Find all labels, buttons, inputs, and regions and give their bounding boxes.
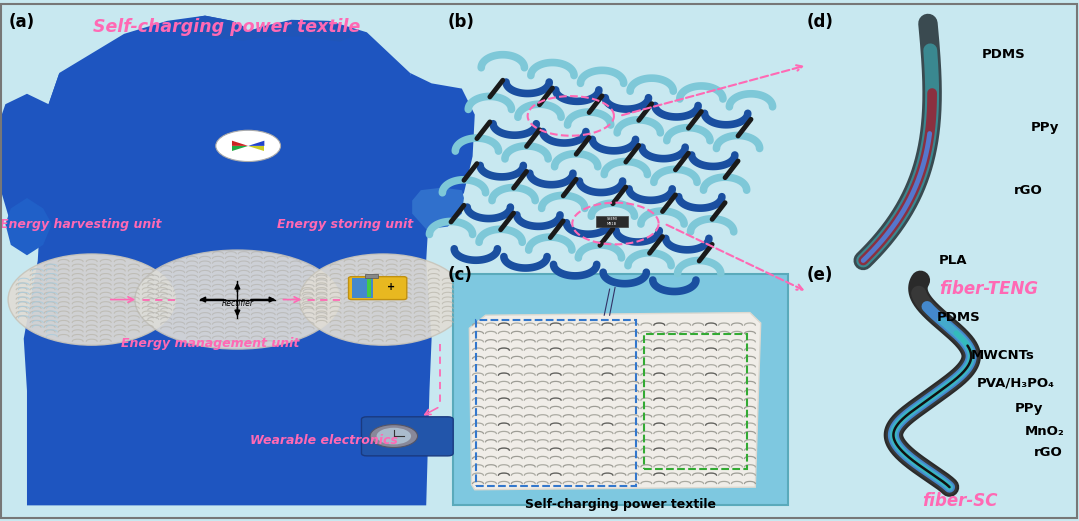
FancyBboxPatch shape bbox=[367, 279, 371, 297]
FancyBboxPatch shape bbox=[349, 277, 407, 300]
Text: PVA/H₃PO₄: PVA/H₃PO₄ bbox=[976, 377, 1054, 389]
Text: MnO₂: MnO₂ bbox=[1025, 425, 1065, 438]
Polygon shape bbox=[412, 188, 464, 229]
Text: Self-charging power textile: Self-charging power textile bbox=[93, 18, 360, 36]
Polygon shape bbox=[469, 313, 761, 490]
FancyBboxPatch shape bbox=[596, 216, 628, 227]
Text: PPy: PPy bbox=[1014, 403, 1042, 415]
Text: PDMS: PDMS bbox=[937, 312, 981, 324]
Bar bbox=[476, 320, 636, 486]
Polygon shape bbox=[232, 146, 248, 151]
Ellipse shape bbox=[299, 254, 466, 345]
Text: fiber-TENG: fiber-TENG bbox=[939, 280, 1038, 298]
Text: Wearable electronics: Wearable electronics bbox=[249, 434, 398, 446]
Ellipse shape bbox=[9, 254, 175, 345]
Polygon shape bbox=[167, 16, 361, 42]
FancyBboxPatch shape bbox=[365, 274, 378, 278]
Polygon shape bbox=[232, 141, 248, 146]
Text: +: + bbox=[386, 281, 395, 292]
Text: (e): (e) bbox=[807, 266, 833, 284]
Bar bbox=[644, 334, 747, 469]
Circle shape bbox=[377, 428, 411, 444]
Text: PDMS: PDMS bbox=[982, 48, 1026, 61]
Text: MWCNTs: MWCNTs bbox=[971, 349, 1035, 362]
Polygon shape bbox=[24, 16, 432, 505]
Text: Self-charging power textile: Self-charging power textile bbox=[524, 498, 716, 511]
Circle shape bbox=[216, 130, 281, 162]
Text: rGO: rGO bbox=[1034, 446, 1063, 458]
FancyBboxPatch shape bbox=[352, 278, 373, 298]
Polygon shape bbox=[0, 73, 59, 245]
Polygon shape bbox=[248, 146, 264, 151]
FancyBboxPatch shape bbox=[453, 274, 788, 505]
Text: rGO: rGO bbox=[1014, 184, 1043, 196]
Ellipse shape bbox=[135, 250, 340, 349]
Text: fiber-SC: fiber-SC bbox=[923, 492, 998, 510]
Text: SSEMI
MB1B: SSEMI MB1B bbox=[606, 217, 617, 226]
FancyBboxPatch shape bbox=[361, 417, 453, 456]
Text: (b): (b) bbox=[448, 13, 475, 31]
Polygon shape bbox=[5, 198, 52, 255]
Text: Energy storing unit: Energy storing unit bbox=[277, 218, 413, 230]
Text: (d): (d) bbox=[807, 13, 834, 31]
Text: PPy: PPy bbox=[1030, 121, 1058, 134]
Text: Rectifier: Rectifier bbox=[221, 299, 254, 308]
Text: Energy management unit: Energy management unit bbox=[121, 338, 300, 350]
Text: (c): (c) bbox=[448, 266, 473, 284]
Polygon shape bbox=[248, 141, 264, 146]
Text: Energy harvesting unit: Energy harvesting unit bbox=[0, 218, 162, 230]
Polygon shape bbox=[408, 73, 475, 229]
Text: PLA: PLA bbox=[939, 254, 967, 267]
Text: (a): (a) bbox=[9, 13, 35, 31]
Circle shape bbox=[370, 425, 418, 448]
